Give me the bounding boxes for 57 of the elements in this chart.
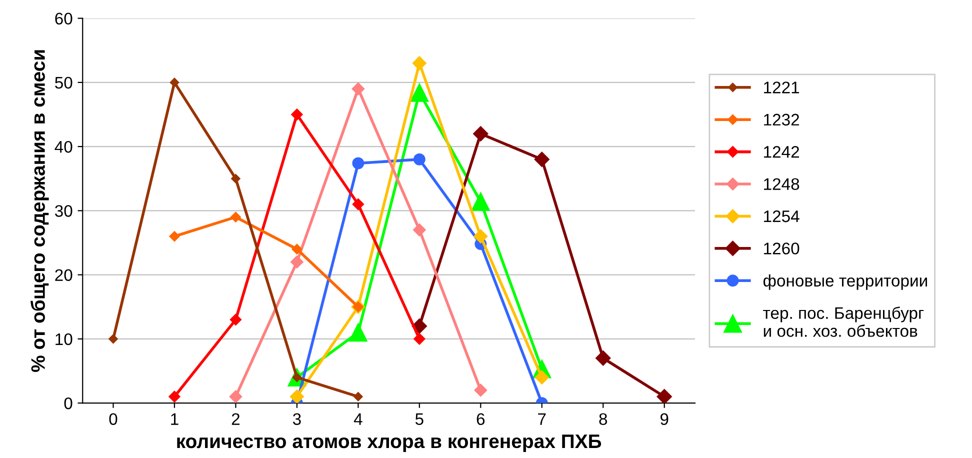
point	[230, 314, 242, 326]
point	[290, 390, 304, 404]
point	[168, 390, 180, 402]
point	[231, 174, 240, 184]
point	[291, 108, 303, 120]
y-tick-label: 20	[55, 269, 72, 282]
point	[352, 82, 365, 96]
point	[534, 152, 550, 167]
x-tick-label: 6	[476, 413, 485, 426]
legend-label: 1260	[764, 242, 800, 254]
legend-label: 1232	[764, 114, 800, 126]
legend-label: 1221	[764, 82, 800, 94]
point	[354, 392, 363, 402]
point	[474, 384, 488, 397]
point	[473, 126, 488, 142]
point	[413, 153, 426, 166]
y-tick-label: 60	[55, 12, 72, 25]
y-tick-label: 10	[56, 333, 72, 346]
point	[229, 390, 242, 404]
x-tick-label: 7	[538, 413, 546, 425]
legend-label: 1242	[764, 146, 800, 158]
x-tick-label: 3	[292, 413, 301, 426]
point	[410, 84, 429, 102]
x-tick-label: 4	[354, 413, 362, 425]
x-tick-label: 5	[415, 413, 424, 426]
point	[471, 192, 490, 211]
point	[474, 229, 488, 244]
point	[352, 157, 364, 170]
y-tick-label: 40	[54, 140, 72, 153]
x-axis-title: количество атомов хлора в конгенерах ПХБ	[177, 434, 602, 452]
point	[292, 244, 302, 254]
point	[230, 212, 241, 222]
y-tick-label: 50	[55, 76, 72, 89]
point	[349, 323, 368, 342]
x-tick-label: 1	[171, 413, 178, 425]
point	[414, 333, 426, 345]
legend-label: 1254	[764, 210, 800, 222]
point	[108, 334, 118, 344]
point	[290, 256, 304, 268]
point	[413, 224, 426, 236]
y-tick-label: 30	[54, 205, 72, 217]
legend-label: фоновые территории	[763, 274, 927, 290]
legend-label: тер. пос. Баренцбург и осн. хоз. объектов	[763, 306, 924, 337]
point	[352, 198, 364, 210]
point	[534, 370, 549, 384]
x-tick-label: 8	[599, 413, 608, 426]
legend-label: 1248	[764, 178, 800, 190]
point	[656, 389, 672, 404]
point	[169, 231, 180, 242]
x-tick-label: 2	[232, 413, 240, 425]
y-axis-title: % от общего содержания в смеси	[30, 50, 49, 372]
y-tick-label: 0	[64, 397, 72, 410]
point	[170, 78, 180, 88]
x-tick-label: 0	[109, 413, 118, 426]
point	[412, 56, 426, 70]
point	[596, 350, 611, 366]
x-tick-label: 9	[660, 413, 668, 426]
